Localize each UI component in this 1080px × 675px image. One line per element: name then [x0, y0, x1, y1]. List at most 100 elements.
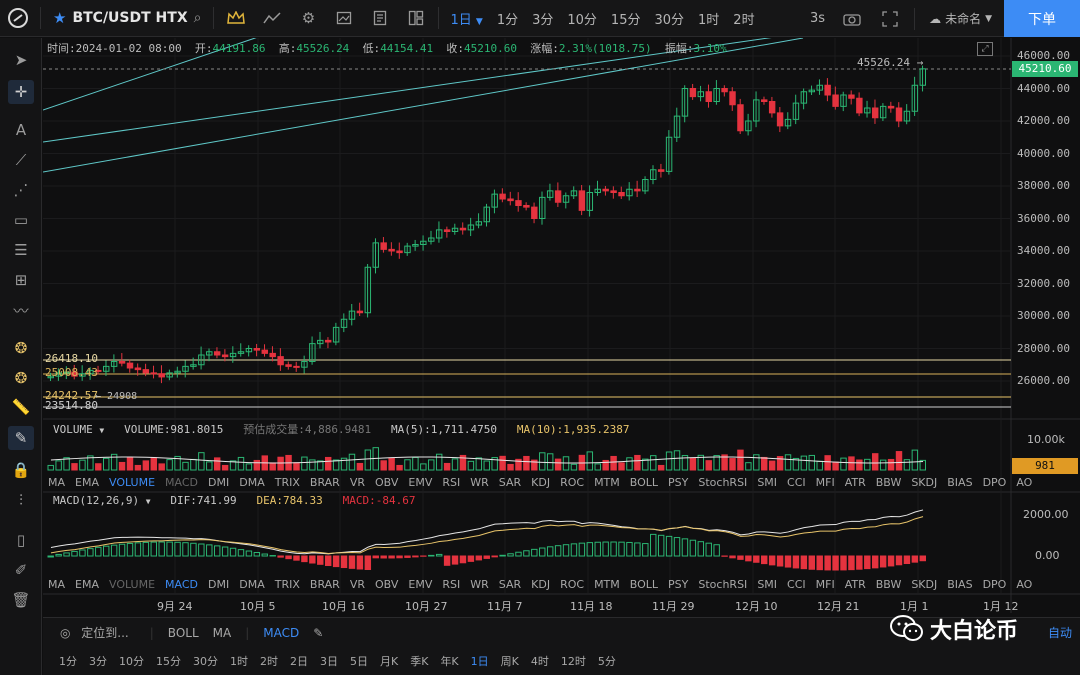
expand-icon[interactable]: ⤢ — [977, 42, 993, 56]
indicator-tab-dma[interactable]: DMA — [239, 577, 265, 591]
period-option[interactable]: 30分 — [193, 655, 218, 668]
period-option[interactable]: 2时 — [260, 655, 278, 668]
period-option[interactable]: 5分 — [597, 655, 616, 668]
chevron-down-icon[interactable]: ▼ — [99, 426, 105, 435]
indicator-tab-psy[interactable]: PSY — [668, 577, 689, 591]
timeframe-15m[interactable]: 15分 — [610, 12, 641, 28]
indicator-tab-trix[interactable]: TRIX — [274, 475, 300, 489]
timeframe-30m[interactable]: 30分 — [654, 12, 685, 28]
indicator-tab-psy[interactable]: PSY — [668, 475, 689, 489]
indicator-tab-boll[interactable]: BOLL — [629, 475, 659, 489]
indicator-tab-wr[interactable]: WR — [470, 577, 489, 591]
candlestick-chart[interactable] — [43, 38, 1080, 618]
timeframe-1d[interactable]: 1日 ▼ — [450, 12, 483, 28]
timeframe-1h[interactable]: 1时 — [698, 12, 720, 28]
bookmark-icon[interactable]: ▯ — [16, 531, 26, 549]
indicator-tab-atr[interactable]: ATR — [844, 475, 866, 489]
indicator-tab-mfi[interactable]: MFI — [815, 577, 835, 591]
indicator-tab-sar[interactable]: SAR — [498, 577, 522, 591]
chart-area[interactable]: 时间:2024-01-02 08:00 开:44191.86 高:45526.2… — [43, 38, 1080, 638]
indicator-tab-roc[interactable]: ROC — [560, 577, 585, 591]
camera-icon[interactable] — [834, 0, 870, 37]
period-option[interactable]: 5日 — [350, 655, 368, 668]
indicator-tab-brar[interactable]: BRAR — [309, 475, 340, 489]
parallel-icon[interactable]: ☰ — [14, 241, 28, 259]
trash-icon[interactable]: 🗑 — [11, 591, 31, 609]
fullscreen-icon[interactable] — [872, 0, 908, 37]
indicator-tab-atr[interactable]: ATR — [844, 577, 866, 591]
period-option[interactable]: 10分 — [119, 655, 144, 668]
period-option[interactable]: 季K — [410, 655, 429, 668]
indicator-tab-dpo[interactable]: DPO — [982, 577, 1007, 591]
period-option[interactable]: 1时 — [230, 655, 248, 668]
measure-icon[interactable]: ⊞ — [14, 271, 28, 289]
indicator-tab-mtm[interactable]: MTM — [594, 577, 620, 591]
indicator-tab-trix[interactable]: TRIX — [274, 577, 300, 591]
text-icon[interactable]: A — [15, 121, 27, 139]
indicator-tab-volume[interactable]: VOLUME — [108, 577, 156, 591]
indicator-tab-ao[interactable]: AO — [1016, 577, 1033, 591]
screenshot-icon[interactable] — [326, 0, 362, 37]
lock-icon[interactable]: 🔒 — [11, 461, 31, 479]
rectangle-icon[interactable]: ▭ — [13, 211, 29, 229]
indicator-tab-obv[interactable]: OBV — [375, 577, 399, 591]
indicator-tab-ao[interactable]: AO — [1016, 475, 1033, 489]
edit-list-icon[interactable]: ✐ — [14, 561, 28, 579]
layout-name-selector[interactable]: ☁ 未命名 ▼ — [921, 10, 1000, 27]
timeframe-10m[interactable]: 10分 — [567, 12, 597, 28]
edit-icon[interactable]: ✎ — [313, 625, 324, 640]
indicator-tab-bbw[interactable]: BBW — [875, 475, 902, 489]
period-option[interactable]: 年K — [440, 655, 459, 668]
magnet-icon[interactable]: ❂ — [14, 339, 28, 357]
indicator-tab-ma[interactable]: MA — [48, 475, 66, 489]
indicator-icon[interactable] — [254, 0, 290, 37]
indicator-tab-kdj[interactable]: KDJ — [531, 475, 551, 489]
indicator-tab-smi[interactable]: SMI — [757, 475, 778, 489]
indicator-tab-wr[interactable]: WR — [470, 475, 489, 489]
crosshair-icon[interactable]: ✛ — [8, 80, 34, 104]
indicator-ma[interactable]: MA — [212, 625, 232, 640]
indicator-tab-dmi[interactable]: DMI — [208, 577, 230, 591]
layout-icon[interactable] — [398, 0, 434, 37]
indicator-tab-volume[interactable]: VOLUME — [108, 475, 156, 489]
trendline-icon[interactable]: ⟋ — [15, 151, 27, 169]
indicator-tab-stochrsi[interactable]: StochRSI — [698, 577, 748, 591]
period-option[interactable]: 2日 — [290, 655, 308, 668]
visibility-icon[interactable]: ⫶ — [19, 491, 23, 509]
cursor-icon[interactable]: ➤ — [14, 51, 28, 69]
indicator-boll[interactable]: BOLL — [167, 625, 199, 640]
search-icon[interactable]: ⌕ — [193, 10, 202, 26]
indicator-tab-macd[interactable]: MACD — [165, 475, 199, 489]
indicator-tab-cci[interactable]: CCI — [787, 577, 806, 591]
period-option[interactable]: 周K — [500, 655, 519, 668]
indicator-tab-emv[interactable]: EMV — [408, 577, 433, 591]
period-option[interactable]: 15分 — [156, 655, 181, 668]
locate-button[interactable]: ◎ 定位到... — [60, 626, 129, 640]
indicator-tab-rsi[interactable]: RSI — [442, 577, 461, 591]
indicator-tab-boll[interactable]: BOLL — [629, 577, 659, 591]
indicator-tab-vr[interactable]: VR — [349, 475, 365, 489]
indicator-tab-emv[interactable]: EMV — [408, 475, 433, 489]
period-option[interactable]: 3日 — [320, 655, 338, 668]
fib-icon[interactable]: ⋰ — [13, 181, 29, 199]
period-option[interactable]: 3分 — [89, 655, 107, 668]
indicator-tab-smi[interactable]: SMI — [757, 577, 778, 591]
period-option[interactable]: 4时 — [530, 655, 549, 668]
lock-magnet-icon[interactable]: ❂ — [14, 369, 28, 387]
indicator-tab-kdj[interactable]: KDJ — [531, 577, 551, 591]
indicator-macd[interactable]: MACD — [263, 625, 300, 640]
indicator-tab-sar[interactable]: SAR — [498, 475, 522, 489]
logo-icon[interactable] — [0, 0, 36, 37]
indicator-tab-bias[interactable]: BIAS — [947, 577, 973, 591]
indicator-tab-skdj[interactable]: SKDJ — [911, 475, 938, 489]
indicator-tab-macd[interactable]: MACD — [165, 577, 199, 591]
symbol-selector[interactable]: ★ BTC/USDT HTX ⌕ — [45, 9, 209, 27]
period-option[interactable]: 1分 — [59, 655, 77, 668]
period-option[interactable]: 12时 — [560, 655, 586, 668]
indicator-tab-obv[interactable]: OBV — [375, 475, 399, 489]
indicator-tab-roc[interactable]: ROC — [560, 475, 585, 489]
indicator-tab-dmi[interactable]: DMI — [208, 475, 230, 489]
chevron-down-icon[interactable]: ▼ — [145, 497, 151, 506]
template-icon[interactable] — [362, 0, 398, 37]
pen-icon[interactable]: ✎ — [8, 426, 34, 450]
